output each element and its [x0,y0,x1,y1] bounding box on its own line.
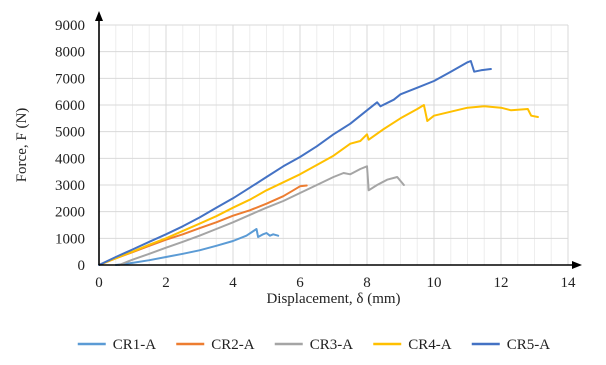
series-line-cr1-a [114,228,280,266]
x-tick-label: 14 [561,275,577,291]
series-layer [98,60,539,266]
series-line-cr5-a [98,60,492,266]
series-line-cr4-a [98,104,539,266]
x-tick-label: 12 [494,275,509,291]
y-tick-label: 5000 [55,125,85,141]
legend-label: CR4-A [408,337,452,353]
x-tick-label: 0 [95,275,103,291]
y-tick-label: 7000 [55,71,85,87]
y-tick-label: 9000 [55,18,85,34]
axes [95,11,582,269]
legend-label: CR2-A [211,337,255,353]
y-tick-label: 2000 [55,205,85,221]
y-axis-title: Force, F (N) [14,108,30,183]
x-tick-label: 4 [229,275,237,291]
x-tick-label: 10 [427,275,442,291]
y-tick-label: 4000 [55,151,85,167]
y-tick-label: 3000 [55,178,85,194]
x-axis-arrow-icon [572,261,582,269]
grid [99,24,569,265]
y-tick-label: 8000 [55,45,85,61]
x-axis-title: Displacement, δ (mm) [266,291,400,307]
legend: CR1-A CR2-A CR3-A CR4-A CR5-A [77,337,551,353]
legend-label: CR1-A [113,337,157,353]
y-tick-label: 1000 [55,231,85,247]
legend-label: CR3-A [310,337,354,353]
y-tick-label: 6000 [55,98,85,114]
x-tick-label: 2 [162,275,170,291]
x-tick-label: 6 [296,275,304,291]
series-line-cr3-a [118,165,405,266]
y-tick-label: 0 [78,258,86,274]
legend-label: CR5-A [507,337,551,353]
x-tick-label: 8 [363,275,371,291]
tick-labels: 0 2 4 6 8 10 12 14 0 1000 2000 3000 4000 5000 6000 7000… [55,18,576,291]
y-axis-arrow-icon [95,11,103,21]
